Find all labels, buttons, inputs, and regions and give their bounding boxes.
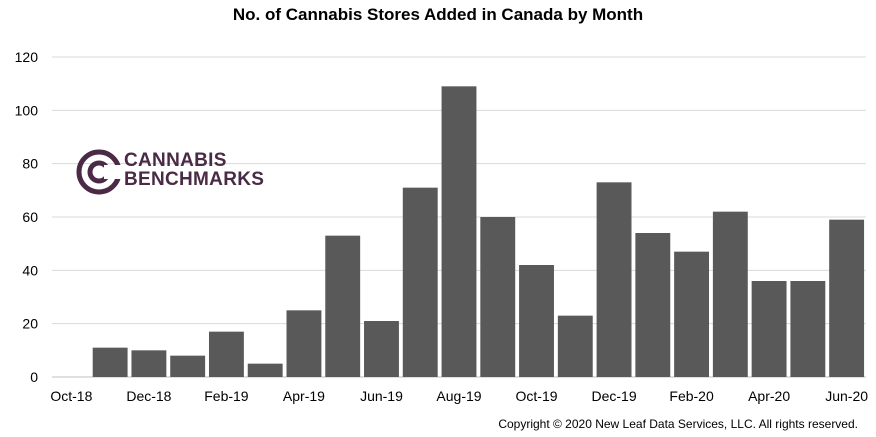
logo-line1: CANNABIS (124, 150, 227, 171)
x-tick-label: Feb-20 (669, 388, 714, 404)
x-tick-label: Apr-19 (283, 388, 325, 404)
bar-aug-19 (441, 86, 477, 377)
bar-jan-20 (635, 233, 671, 377)
bar-may-20 (790, 281, 826, 377)
bar-jul-19 (402, 187, 438, 377)
bar-may-19 (325, 235, 361, 377)
bar-jan-19 (170, 355, 206, 377)
x-tick-label: Feb-19 (204, 388, 249, 404)
x-tick-label: Dec-18 (126, 388, 171, 404)
x-tick-label: Dec-19 (591, 388, 636, 404)
x-tick-label: Aug-19 (436, 388, 481, 404)
x-tick-label: Jun-20 (825, 388, 868, 404)
y-tick-label: 80 (22, 156, 38, 172)
bar-feb-20 (674, 251, 710, 377)
bar-apr-19 (286, 310, 322, 377)
bars (92, 86, 865, 377)
x-tick-label: Jun-19 (360, 388, 403, 404)
y-tick-label: 20 (22, 316, 38, 332)
bar-nov-18 (92, 347, 128, 377)
x-tick-label: Oct-19 (516, 388, 558, 404)
bar-jun-19 (364, 321, 399, 377)
bar-nov-19 (557, 315, 593, 377)
y-tick-label: 60 (22, 209, 38, 225)
x-tick-label: Apr-20 (748, 388, 790, 404)
y-tick-label: 40 (22, 262, 38, 278)
copyright-notice: Copyright © 2020 New Leaf Data Services,… (498, 417, 858, 431)
logo-line2: BENCHMARKS (124, 169, 265, 190)
chart-title: No. of Cannabis Stores Added in Canada b… (232, 5, 644, 24)
bar-jun-20 (829, 219, 865, 377)
bar-mar-20 (712, 211, 748, 377)
bar-mar-19 (247, 363, 283, 377)
y-tick-label: 120 (15, 49, 39, 65)
bar-dec-18 (131, 350, 167, 377)
x-tick-label: Oct-18 (50, 388, 92, 404)
bar-sep-19 (480, 217, 516, 377)
cannabis-benchmarks-logo: CANNABIS BENCHMARKS (76, 149, 276, 195)
bar-dec-19 (596, 182, 632, 377)
y-tick-label: 100 (15, 102, 39, 118)
x-axis: Oct-18 Dec-18 Feb-19 Apr-19 Jun-19 Aug-19 Oct-… (50, 388, 868, 404)
bar-oct-19 (519, 265, 554, 377)
bar-apr-20 (751, 281, 787, 377)
y-tick-label: 0 (30, 369, 38, 385)
logo-mark-icon (76, 149, 124, 195)
bar-feb-19 (208, 331, 244, 377)
y-axis: 0 20 40 60 80 100 120 (15, 49, 39, 385)
